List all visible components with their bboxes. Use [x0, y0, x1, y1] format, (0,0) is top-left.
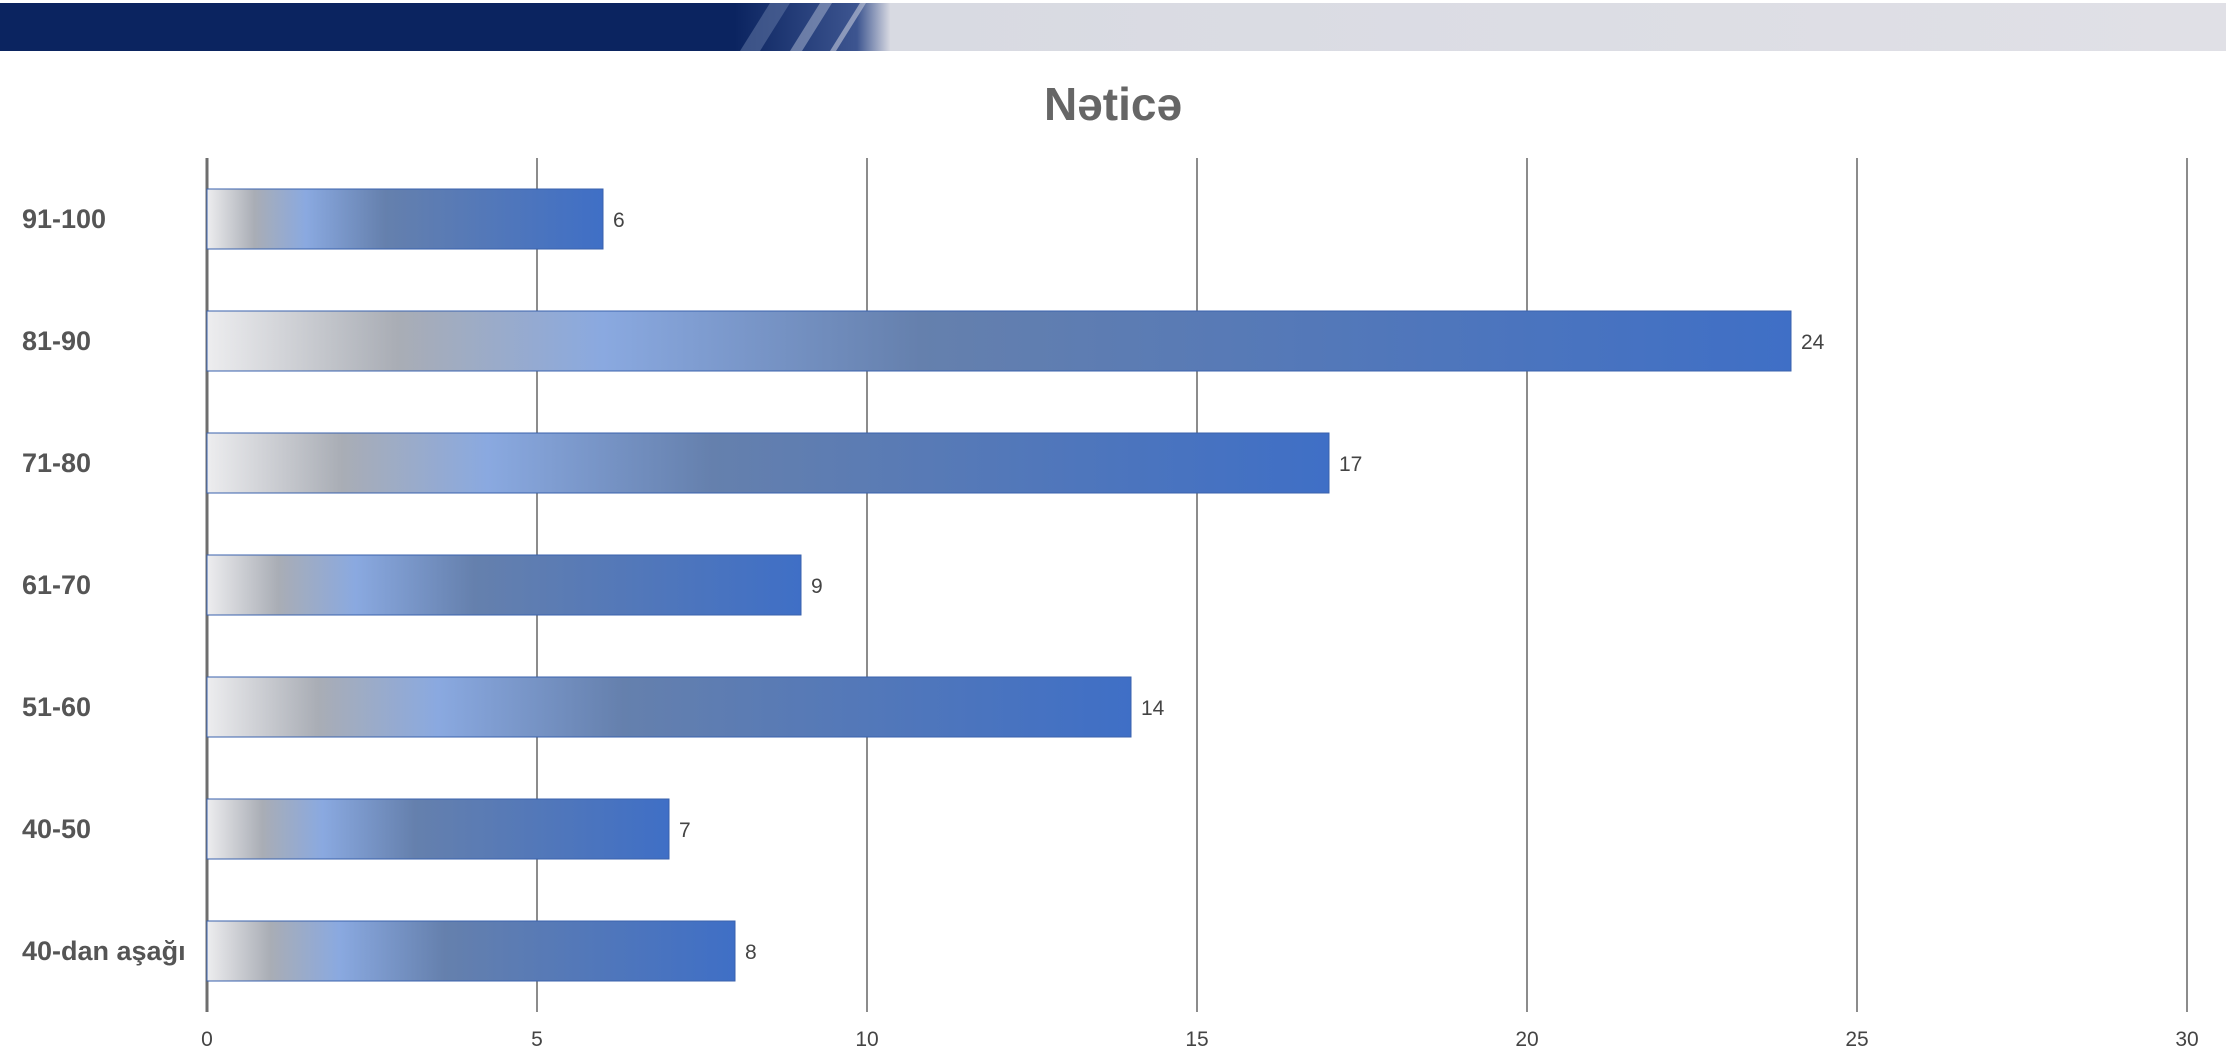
x-tick-label: 15: [1185, 1028, 1208, 1051]
x-tick-label: 0: [201, 1028, 213, 1051]
value-label: 6: [613, 209, 625, 232]
header-band: [0, 0, 2226, 52]
bar: [206, 798, 670, 860]
value-label: 7: [679, 819, 691, 842]
chart-title: Nəticə: [1044, 78, 1182, 130]
value-label: 17: [1339, 453, 1362, 476]
category-label: 81-90: [22, 326, 91, 356]
category-label: 71-80: [22, 448, 91, 478]
value-label: 24: [1801, 331, 1825, 354]
bar: [206, 554, 802, 616]
category-label: 61-70: [22, 570, 91, 600]
bar: [206, 676, 1132, 738]
bar: [206, 432, 1330, 494]
x-tick-label: 5: [531, 1028, 543, 1051]
value-label: 14: [1141, 697, 1165, 720]
x-tick-label: 10: [855, 1028, 878, 1051]
bar: [206, 310, 1792, 372]
x-tick-label: 30: [2175, 1028, 2198, 1051]
bars: [206, 188, 1792, 982]
category-label: 40-dan aşağı: [22, 936, 186, 966]
x-tick-label: 20: [1515, 1028, 1538, 1051]
gridlines: [205, 158, 2188, 1012]
labels: 0 5 10 15 20 25 30 91-100 6 81-90 24 71-80 17 61-70 9 5…: [22, 204, 2199, 1051]
bar: [206, 920, 736, 982]
category-label: 91-100: [22, 204, 106, 234]
category-label: 51-60: [22, 692, 91, 722]
bar: [206, 188, 604, 250]
category-label: 40-50: [22, 814, 91, 844]
x-tick-label: 25: [1845, 1028, 1868, 1051]
value-label: 9: [811, 575, 823, 598]
value-label: 8: [745, 941, 757, 964]
